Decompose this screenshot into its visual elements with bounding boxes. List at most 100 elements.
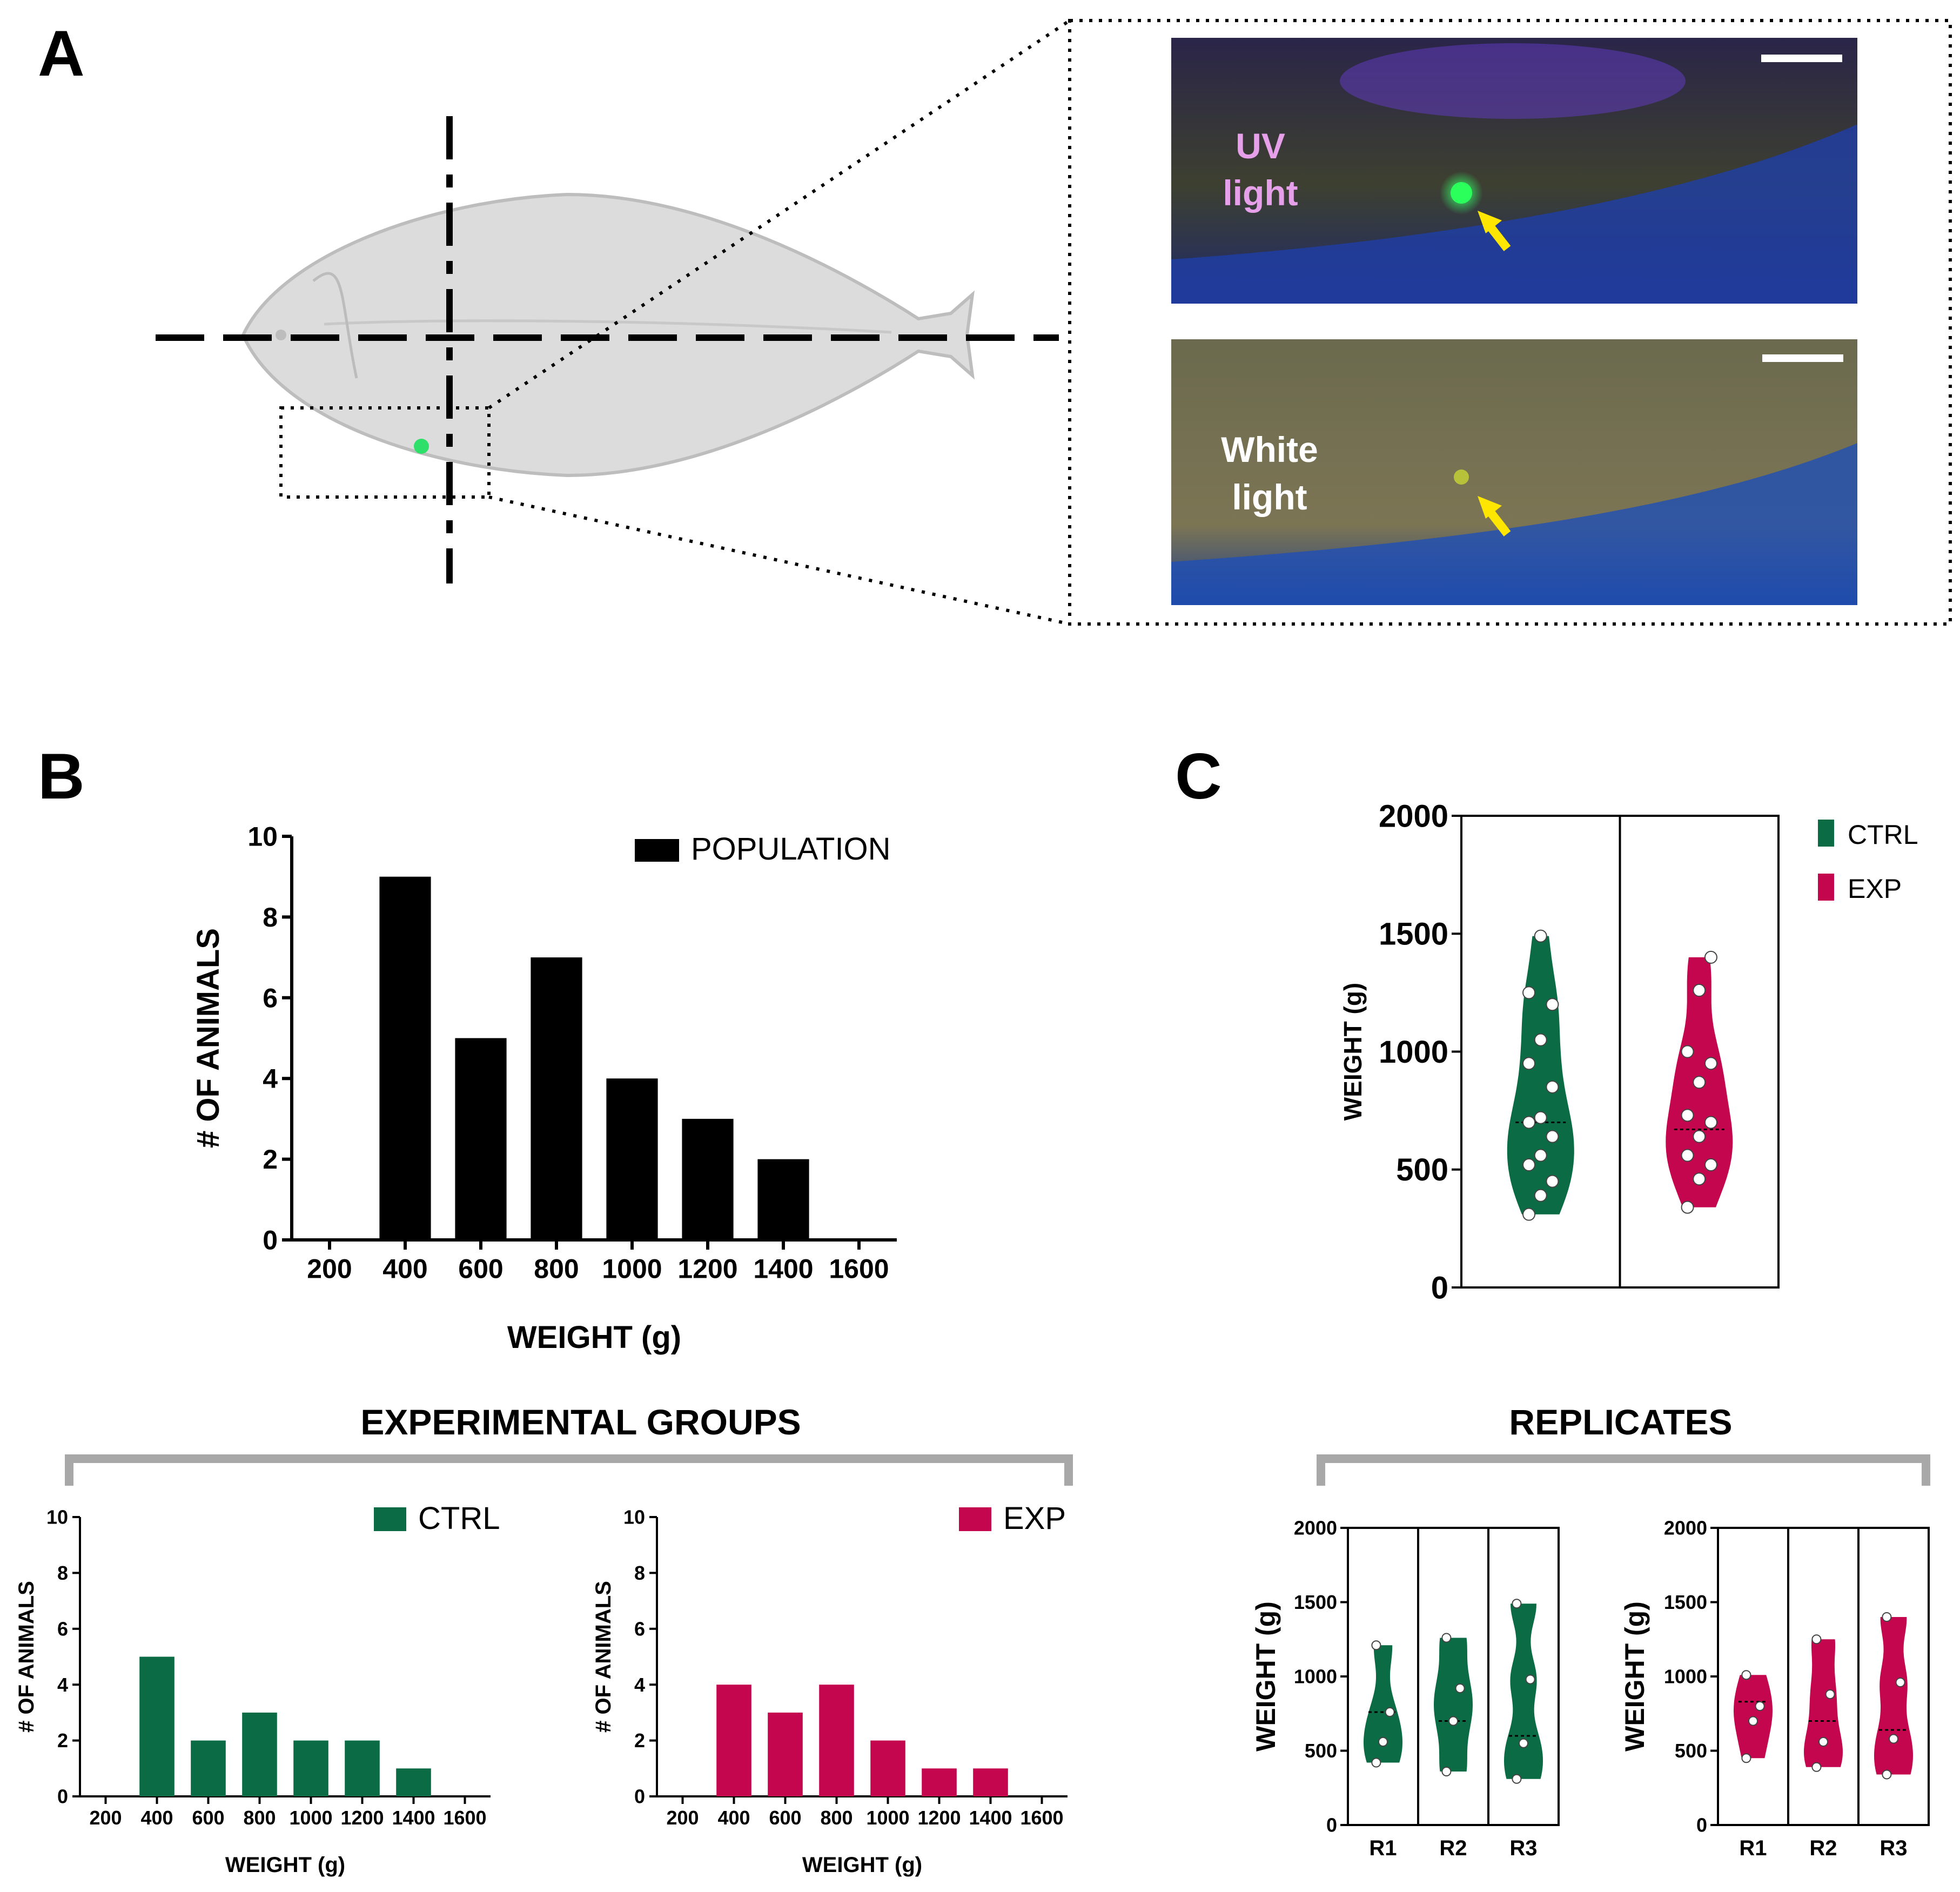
legend-swatch (1818, 874, 1834, 901)
x-tick-label: 800 (243, 1807, 276, 1829)
y-tick-label: 500 (1675, 1740, 1707, 1762)
bar-400 (716, 1685, 751, 1796)
y-tick-label: 10 (46, 1506, 68, 1528)
white-light-photo: White light (1171, 339, 1857, 605)
data-point (1371, 1757, 1381, 1768)
y-tick-label: 6 (634, 1618, 645, 1640)
x-tick-label: 800 (820, 1807, 853, 1829)
data-point (1681, 1149, 1694, 1162)
data-point (1704, 1158, 1717, 1172)
data-point (1534, 1033, 1547, 1046)
data-point (1448, 1716, 1458, 1726)
y-axis-title: WEIGHT (g) (1251, 1601, 1281, 1752)
x-tick-label: 600 (192, 1807, 224, 1829)
y-tick-label: 10 (247, 822, 278, 852)
x-tick-label: 200 (666, 1807, 699, 1829)
y-tick-label: 8 (263, 902, 278, 932)
data-point (1525, 1674, 1535, 1685)
y-tick-label: 6 (57, 1618, 68, 1640)
data-point (1693, 984, 1706, 997)
y-tick-label: 2 (263, 1144, 278, 1175)
x-tick-label: 600 (769, 1807, 801, 1829)
data-point (1519, 1738, 1528, 1748)
groups-violin-plot: 0 500 1000 1500 2000 WEIGHT (g) CTRL EXP (1339, 799, 1918, 1305)
data-point (1534, 1149, 1547, 1162)
x-tick-label: 1200 (340, 1807, 384, 1829)
x-tick-label: R1 (1739, 1836, 1767, 1860)
data-point (1455, 1683, 1465, 1693)
bar-600 (455, 1038, 507, 1240)
y-tick-label: 500 (1305, 1740, 1337, 1762)
white-label-line2: light (1232, 477, 1307, 517)
data-point (1882, 1769, 1892, 1780)
bar-1200 (922, 1768, 957, 1796)
y-axis-title: # OF ANIMALS (191, 928, 226, 1148)
x-tick-label: R3 (1880, 1836, 1907, 1860)
violin-body (1434, 1638, 1473, 1772)
arrow-icon (1478, 496, 1511, 536)
legend-swatch (959, 1507, 991, 1531)
data-point (1693, 1076, 1706, 1089)
legend-swatch (1818, 820, 1834, 847)
zoom-region-box (279, 406, 491, 499)
x-tick-label: 600 (458, 1254, 503, 1284)
data-point (1385, 1707, 1395, 1717)
data-point (1441, 1633, 1452, 1643)
data-point (1748, 1716, 1758, 1726)
bracket-replicates (1317, 1454, 1930, 1486)
bar-1400 (973, 1768, 1008, 1796)
data-point (1895, 1678, 1905, 1687)
bar-1400 (396, 1768, 431, 1796)
data-point (1512, 1599, 1522, 1609)
data-point (1825, 1689, 1835, 1699)
bar-800 (819, 1685, 854, 1796)
y-tick-label: 8 (57, 1562, 68, 1584)
bracket-experimental (65, 1454, 1073, 1486)
uv-photo: UV light (1171, 38, 1857, 304)
section-title-replicates: REPLICATES (1509, 1402, 1732, 1442)
data-point (1522, 1158, 1536, 1172)
arrow-icon (1478, 211, 1511, 251)
data-point (1704, 1057, 1717, 1070)
data-point (1681, 1109, 1694, 1122)
y-tick-label: 4 (57, 1674, 68, 1696)
bar-1000 (293, 1740, 328, 1796)
y-tick-label: 0 (1326, 1814, 1337, 1836)
y-tick-label: 1500 (1664, 1591, 1707, 1613)
y-tick-label: 2 (634, 1729, 645, 1752)
y-tick-label: 0 (263, 1225, 278, 1256)
y-tick-label: 2000 (1664, 1517, 1707, 1539)
data-point (1693, 1172, 1706, 1186)
y-tick-label: 0 (1696, 1814, 1707, 1836)
x-tick-label: 1400 (969, 1807, 1012, 1829)
y-tick-label: 1500 (1379, 917, 1448, 952)
data-point (1441, 1767, 1452, 1776)
data-point (1534, 929, 1547, 943)
data-point (1681, 1045, 1694, 1058)
violin-body (1364, 1645, 1402, 1763)
bar-1200 (345, 1740, 380, 1796)
bar-400 (379, 876, 431, 1240)
bar-1200 (682, 1118, 734, 1240)
y-tick-label: 10 (623, 1506, 645, 1528)
y-tick-label: 2 (57, 1729, 68, 1752)
data-point (1522, 986, 1536, 999)
violin-body (1504, 1603, 1543, 1779)
data-point (1755, 1701, 1765, 1711)
x-tick-label: R3 (1509, 1836, 1537, 1860)
data-point (1546, 1080, 1559, 1093)
y-tick-label: 4 (634, 1674, 645, 1696)
y-tick-label: 1000 (1379, 1035, 1448, 1070)
data-point (1811, 1634, 1822, 1645)
legend-label: EXP (1848, 874, 1902, 904)
data-point (1534, 1111, 1547, 1124)
violin-body (1804, 1639, 1843, 1767)
x-tick-label: 200 (307, 1254, 352, 1284)
data-point (1522, 1116, 1536, 1129)
x-axis-title: WEIGHT (g) (507, 1320, 681, 1355)
ctrl-histogram: 0 2 4 6 8 10 200 400 600 800 1000 1200 1400 1600 WEIGH… (15, 1501, 500, 1877)
x-tick-label: 400 (140, 1807, 173, 1829)
bar-600 (768, 1712, 803, 1796)
x-tick-label: R1 (1369, 1836, 1397, 1860)
